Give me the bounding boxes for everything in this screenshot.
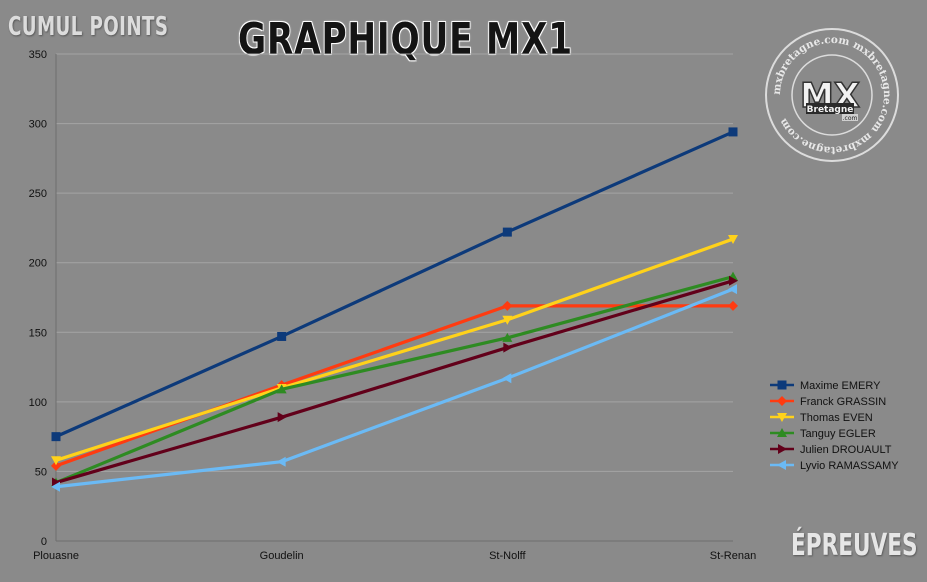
y-tick-label: 300 bbox=[29, 119, 47, 131]
legend-label: Thomas EVEN bbox=[800, 412, 873, 424]
x-axis-title: ÉPREUVES bbox=[791, 528, 918, 563]
data-point bbox=[503, 342, 513, 353]
legend-item: Lyvio RAMASSAMY bbox=[770, 460, 899, 472]
data-point bbox=[729, 275, 738, 286]
data-point bbox=[502, 373, 512, 384]
data-point bbox=[277, 412, 287, 423]
legend-label: Julien DROUAULT bbox=[800, 444, 892, 456]
series-line bbox=[54, 237, 735, 462]
data-point bbox=[502, 227, 512, 237]
legend-marker bbox=[777, 396, 787, 406]
legend-label: Lyvio RAMASSAMY bbox=[800, 460, 899, 472]
y-tick-label: 150 bbox=[29, 327, 47, 339]
legend: Maxime EMERY Franck GRASSIN Thomas EVEN Tan… bbox=[770, 380, 899, 472]
logo-com-badge bbox=[842, 114, 858, 121]
series-line bbox=[54, 275, 735, 485]
legend-marker bbox=[777, 380, 787, 390]
logo-outer-ring bbox=[765, 28, 899, 162]
x-tick-label: St-Renan bbox=[710, 550, 756, 562]
series-line bbox=[54, 279, 735, 485]
x-tick-label: Goudelin bbox=[260, 550, 304, 562]
logo-bretagne-text: Bretagne bbox=[807, 105, 854, 115]
logo-inner-ring bbox=[791, 54, 873, 136]
data-point bbox=[51, 481, 60, 492]
x-tick-label: Plouasne bbox=[33, 550, 79, 562]
y-tick-label: 250 bbox=[29, 188, 47, 200]
y-axis-title: CUMUL POINTS bbox=[8, 12, 169, 42]
legend-label: Maxime EMERY bbox=[800, 380, 881, 392]
x-axis-ticks: Plouasne Goudelin St-Nolff St-Renan bbox=[33, 550, 756, 562]
legend-marker bbox=[777, 460, 786, 470]
legend-label: Tanguy EGLER bbox=[800, 428, 876, 440]
y-tick-label: 200 bbox=[29, 258, 47, 270]
data-point bbox=[277, 331, 287, 341]
logo-com-text: .com bbox=[843, 115, 858, 122]
data-point bbox=[728, 127, 738, 137]
legend-item: Thomas EVEN bbox=[770, 412, 873, 424]
data-point bbox=[728, 284, 737, 295]
grid-lines bbox=[55, 53, 733, 542]
data-point bbox=[728, 235, 738, 245]
legend-marker bbox=[778, 444, 787, 454]
series-1 bbox=[51, 127, 738, 442]
y-tick-label: 100 bbox=[29, 397, 47, 409]
legend-label: Franck GRASSIN bbox=[800, 396, 886, 408]
series-line bbox=[54, 287, 735, 489]
legend-item: Franck GRASSIN bbox=[770, 396, 886, 408]
legend-marker bbox=[777, 428, 787, 437]
logo-banner bbox=[806, 103, 854, 114]
legend-item: Maxime EMERY bbox=[770, 380, 881, 392]
y-tick-label: 50 bbox=[35, 466, 47, 478]
y-tick-label: 0 bbox=[41, 536, 47, 548]
data-point bbox=[51, 460, 61, 471]
data-point bbox=[502, 300, 513, 311]
y-tick-label: 350 bbox=[29, 49, 47, 61]
legend-item: Julien DROUAULT bbox=[770, 444, 892, 456]
data-point bbox=[51, 432, 61, 442]
x-tick-label: St-Nolff bbox=[489, 550, 526, 562]
series-group bbox=[51, 127, 738, 492]
data-point bbox=[276, 384, 287, 394]
data-point bbox=[51, 456, 61, 466]
mxbretagne-logo: mxbretagne.com mxbretagne.com mxbretagne… bbox=[765, 28, 899, 162]
y-axis-ticks: 0 50 100 150 200 250 300 350 bbox=[29, 49, 47, 548]
series-6 bbox=[51, 284, 737, 492]
data-point bbox=[502, 332, 513, 342]
series-line bbox=[54, 130, 735, 439]
series-5 bbox=[52, 275, 738, 488]
data-point bbox=[276, 456, 286, 467]
data-point bbox=[728, 300, 738, 311]
legend-item: Tanguy EGLER bbox=[770, 428, 876, 440]
data-point bbox=[502, 315, 513, 325]
legend-marker bbox=[777, 413, 787, 422]
chart-title: GRAPHIQUE MX1 bbox=[238, 14, 573, 65]
